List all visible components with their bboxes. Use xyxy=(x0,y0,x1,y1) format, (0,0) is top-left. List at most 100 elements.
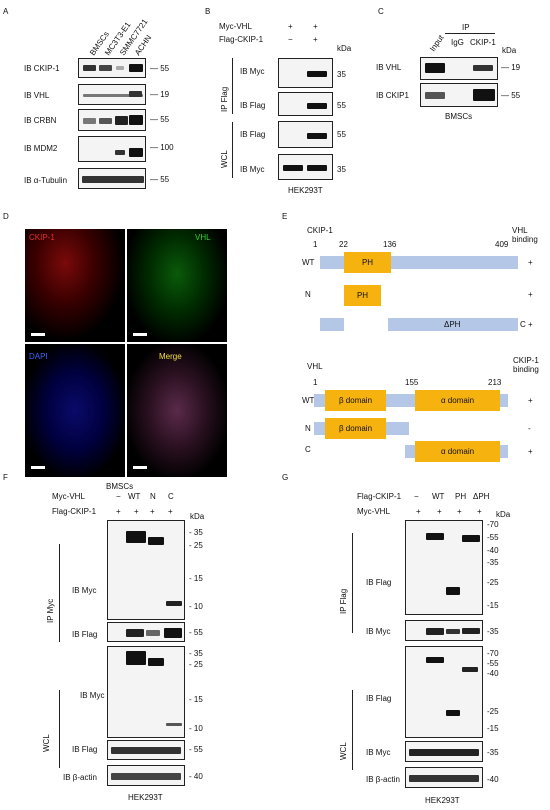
f-cell-line: HEK293T xyxy=(128,793,163,802)
panel-a-letter: A xyxy=(3,7,9,16)
g-mw: -55 xyxy=(487,659,499,668)
micro-label: Merge xyxy=(159,352,182,361)
g-blot-ip-myc xyxy=(405,620,483,641)
b-blot-wcl-myc xyxy=(278,154,333,180)
f-ip-flag-label: IB Flag xyxy=(72,630,98,639)
e-pos: 409 xyxy=(495,240,509,249)
panel-b-letter: B xyxy=(205,7,211,16)
f-sign: + xyxy=(150,507,155,516)
g-sign: + xyxy=(437,507,442,516)
e-result: + xyxy=(528,320,533,329)
a-blot-vhl xyxy=(78,84,146,105)
g-mw: -70 xyxy=(487,649,499,658)
e-row-label: C xyxy=(520,320,526,329)
g-sign: + xyxy=(416,507,421,516)
micro-label: VHL xyxy=(195,233,211,242)
b-sign: + xyxy=(313,22,318,31)
f-mw: - 35 xyxy=(189,649,203,658)
c-mw: — 55 xyxy=(501,91,521,100)
a-blot-crbn xyxy=(78,109,146,131)
c-mw: — 19 xyxy=(501,63,521,72)
e-result: + xyxy=(528,396,533,405)
scale-bar xyxy=(31,333,45,336)
f-sign: − xyxy=(116,492,121,501)
f-group-ip: IP Myc xyxy=(46,598,55,623)
e-pos: 1 xyxy=(313,378,318,387)
e-result: + xyxy=(528,258,533,267)
f-sign: C xyxy=(168,492,174,501)
b-group-wcl-bracket xyxy=(232,122,233,178)
g-sign: ΔPH xyxy=(473,492,490,501)
b-blot-ip-myc xyxy=(278,58,333,88)
panel-f-letter: F xyxy=(3,473,8,482)
g-mw: -25 xyxy=(487,578,499,587)
g-mw: -35 xyxy=(487,748,499,757)
g-mw: -15 xyxy=(487,724,499,733)
e-vhl-wt-alpha: α domain xyxy=(415,390,500,411)
g-sign: + xyxy=(477,507,482,516)
b-mw: 35 xyxy=(337,70,346,79)
g-group-ip-bracket xyxy=(352,533,353,633)
f-ip-myc-label: IB Myc xyxy=(72,586,97,595)
e-pos: 155 xyxy=(405,378,419,387)
a-blot-tubulin xyxy=(78,168,146,189)
g-sign: PH xyxy=(455,492,467,501)
g-sign: + xyxy=(457,507,462,516)
g-blot-ip-flag xyxy=(405,520,483,615)
c-col: IgG xyxy=(451,38,464,47)
f-mw: - 55 xyxy=(189,628,203,637)
e-pos: 22 xyxy=(339,240,348,249)
e-ckip-c-domain: ΔPH xyxy=(444,320,461,329)
f-blot-wcl-myc xyxy=(107,646,185,738)
g-kda: kDa xyxy=(496,510,511,519)
a-row-label: IB MDM2 xyxy=(24,144,58,153)
e-row-label: C xyxy=(305,445,311,454)
scale-bar xyxy=(31,466,45,469)
a-mw-2: — 55 xyxy=(150,115,170,124)
b-row-label: IB Myc xyxy=(240,67,265,76)
g-actin-label: IB β-actin xyxy=(366,775,400,784)
g-mw: -55 xyxy=(487,533,499,542)
f-cond-label: Flag-CKIP-1 xyxy=(52,507,97,516)
b-kda: kDa xyxy=(337,44,352,53)
e-ckip-right-title: VHL xyxy=(512,226,528,235)
micro-vhl: VHL xyxy=(127,229,227,342)
panel-e-letter: E xyxy=(282,212,288,221)
g-sign: WT xyxy=(432,492,445,501)
f-sign: + xyxy=(116,507,121,516)
e-row-label: WT xyxy=(302,396,315,405)
e-ckip-c-bar2 xyxy=(388,318,518,331)
c-kda: kDa xyxy=(502,46,517,55)
panel-g-letter: G xyxy=(282,473,289,482)
b-row-label: IB Flag xyxy=(240,101,266,110)
g-wcl-myc-label: IB Myc xyxy=(366,748,391,757)
g-sign: − xyxy=(414,492,419,501)
b-cond-label: Flag-CKIP-1 xyxy=(219,35,264,44)
e-vhl-c-alpha: α domain xyxy=(415,441,500,462)
f-wcl-flag-label: IB Flag xyxy=(72,745,98,754)
e-result: + xyxy=(528,290,533,299)
e-pos: 213 xyxy=(488,378,502,387)
a-mw-0: — 55 xyxy=(150,64,170,73)
e-vhl-title: VHL xyxy=(307,362,323,371)
b-row-label: IB Flag xyxy=(240,130,266,139)
e-ckip-right-title: binding xyxy=(512,235,538,244)
g-mw: -15 xyxy=(487,601,499,610)
b-cell-line: HEK293T xyxy=(288,186,323,195)
f-group-wcl-bracket xyxy=(59,690,60,768)
g-group-wcl-bracket xyxy=(352,690,353,770)
b-row-label: IB Myc xyxy=(240,165,265,174)
a-row-label: IB CRBN xyxy=(24,116,57,125)
b-mw: 55 xyxy=(337,130,346,139)
a-blot-ckip1 xyxy=(78,58,146,78)
c-row-label: IB VHL xyxy=(376,63,402,72)
panel-c-letter: C xyxy=(378,7,384,16)
a-row-label: IB VHL xyxy=(24,91,50,100)
f-mw: - 15 xyxy=(189,574,203,583)
a-mw-4: — 55 xyxy=(150,175,170,184)
g-group-ip: IP Flag xyxy=(339,588,348,614)
g-mw: -35 xyxy=(487,558,499,567)
f-group-ip-bracket xyxy=(59,544,60,642)
micro-label: DAPI xyxy=(29,352,48,361)
scale-bar xyxy=(133,333,147,336)
